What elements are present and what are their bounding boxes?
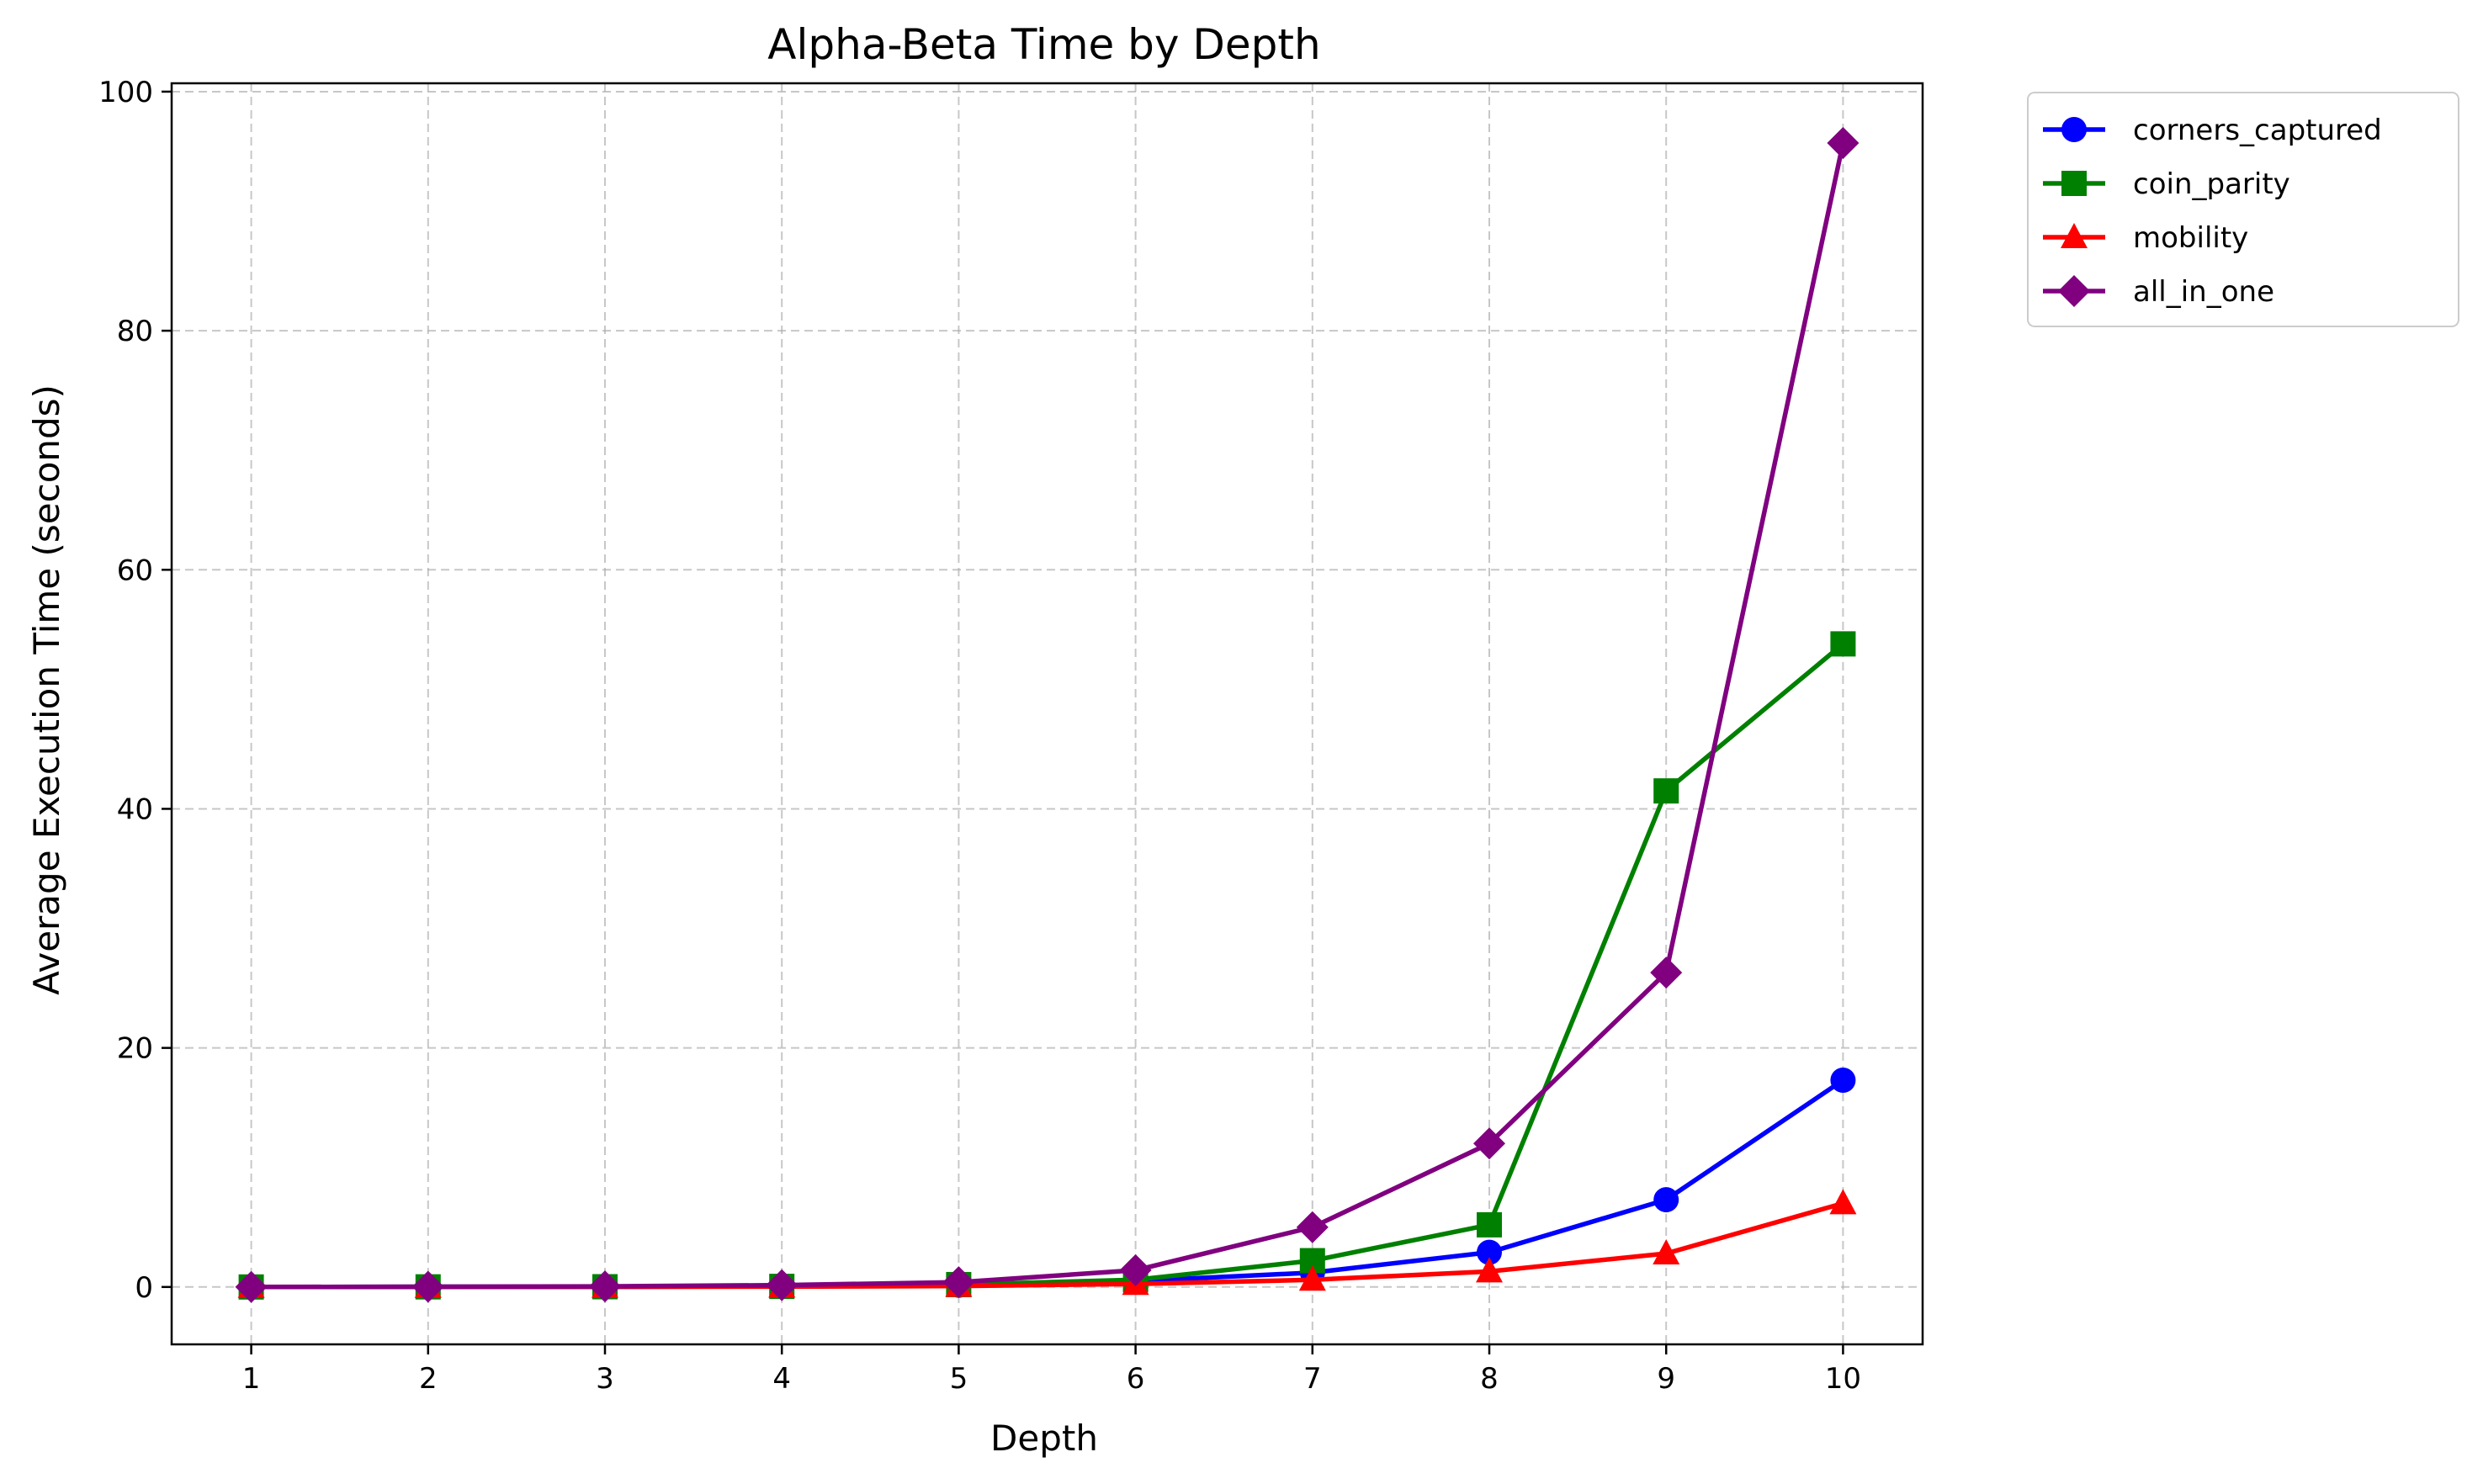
x-tick-label: 9 <box>1657 1362 1675 1396</box>
data-point-mobility <box>1476 1257 1504 1283</box>
data-point-all_in_one <box>942 1266 975 1299</box>
legend: corners_captured coin_parity mobility all_i… <box>2027 92 2459 327</box>
legend-label: corners_captured <box>2133 114 2382 147</box>
y-axis-label: Average Execution Time (seconds) <box>26 384 67 995</box>
x-tick-label: 1 <box>242 1362 261 1396</box>
chart-title: Alpha-Beta Time by Depth <box>767 20 1320 69</box>
data-point-mobility <box>1653 1239 1680 1265</box>
legend-item-coin_parity: coin_parity <box>2043 167 2290 201</box>
x-axis-label: Depth <box>990 1418 1098 1459</box>
y-tick-label: 40 <box>117 792 153 826</box>
x-tick-label: 6 <box>1127 1362 1145 1396</box>
series-line-all_in_one <box>251 142 1846 1290</box>
y-tick-label: 20 <box>117 1032 153 1066</box>
data-point-corners_captured <box>1653 1187 1679 1213</box>
data-point-all_in_one <box>1827 127 1860 160</box>
series-all_in_one <box>235 127 1860 1303</box>
data-point-coin_parity <box>1653 778 1679 804</box>
data-point-all_in_one <box>235 1270 268 1303</box>
legend-marker-coin_parity <box>2061 171 2087 196</box>
legend-item-all_in_one: all_in_one <box>2043 275 2274 309</box>
data-point-all_in_one <box>1650 957 1683 989</box>
y-tick-label: 60 <box>117 554 153 587</box>
legend-box <box>2027 92 2459 327</box>
legend-item-corners_captured: corners_captured <box>2043 114 2382 147</box>
legend-label: all_in_one <box>2133 275 2274 309</box>
plot-area-frame <box>170 82 1924 1346</box>
legend-label: mobility <box>2133 221 2248 255</box>
data-point-coin_parity <box>1830 631 1856 657</box>
data-point-all_in_one <box>1296 1211 1329 1243</box>
x-tick-label: 10 <box>1825 1362 1861 1396</box>
data-point-all_in_one <box>766 1269 798 1301</box>
legend-item-mobility: mobility <box>2043 221 2248 255</box>
data-point-corners_captured <box>1830 1067 1856 1093</box>
data-point-all_in_one <box>588 1270 621 1303</box>
x-tick-label: 4 <box>772 1362 791 1396</box>
data-point-mobility <box>1298 1265 1326 1291</box>
data-point-all_in_one <box>411 1270 444 1303</box>
data-point-corners_captured <box>1477 1239 1503 1265</box>
data-point-coin_parity <box>1477 1211 1503 1238</box>
series-layer <box>235 127 1860 1303</box>
y-tick-label: 80 <box>117 315 153 348</box>
x-tick-label: 5 <box>950 1362 968 1396</box>
x-tick-label: 2 <box>419 1362 438 1396</box>
y-tick-label: 100 <box>98 76 153 109</box>
data-point-all_in_one <box>1119 1253 1152 1286</box>
x-tick-label: 8 <box>1480 1362 1499 1396</box>
x-tick-label: 7 <box>1303 1362 1322 1396</box>
y-tick-label: 0 <box>135 1271 153 1305</box>
data-point-all_in_one <box>1473 1127 1506 1160</box>
legend-label: coin_parity <box>2133 167 2290 201</box>
data-point-mobility <box>1829 1189 1857 1215</box>
legend-marker-corners_captured <box>2061 117 2087 142</box>
legend-marker-mobility <box>2061 223 2088 248</box>
legend-marker-all_in_one <box>2058 275 2090 307</box>
x-tick-label: 3 <box>596 1362 614 1396</box>
